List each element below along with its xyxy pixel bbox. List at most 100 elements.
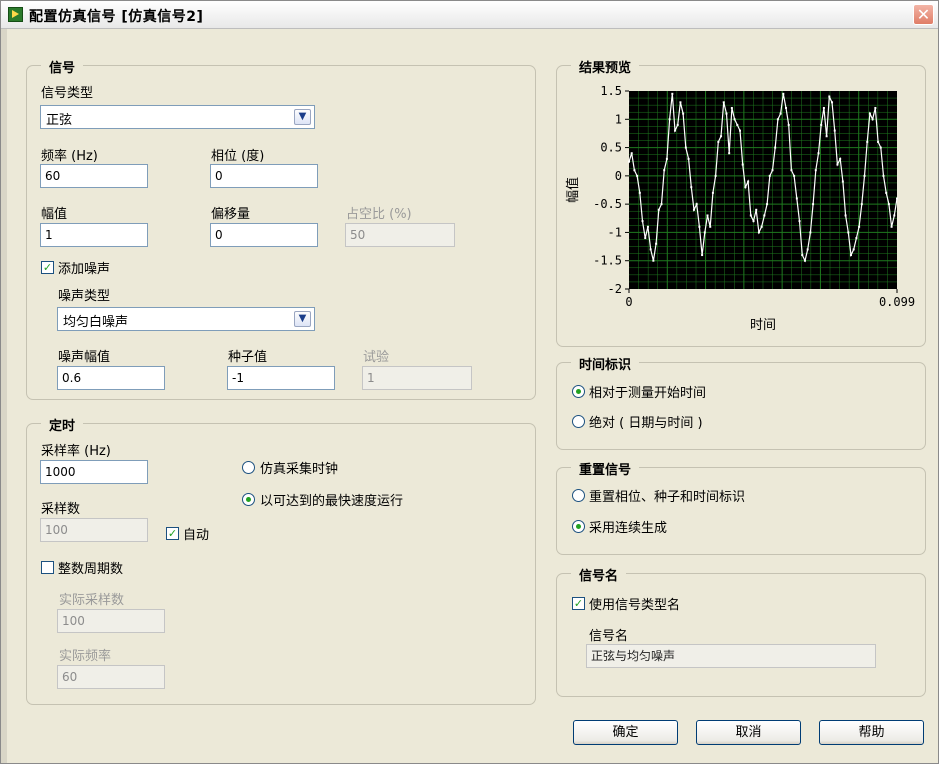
seed-field[interactable]: -1 — [227, 366, 335, 390]
simulate-clock-radio[interactable] — [242, 461, 255, 474]
data-point — [774, 146, 777, 149]
timing-group: 定时 — [26, 415, 536, 705]
time-stamp-group-title: 时间标识 — [571, 354, 640, 373]
use-type-name-checkbox[interactable]: ✓ — [572, 597, 585, 610]
data-point — [831, 101, 834, 104]
sample-rate-field[interactable]: 1000 — [40, 460, 148, 484]
ok-button[interactable]: 确定 — [573, 720, 678, 745]
signal-trace-line — [628, 93, 898, 263]
noise-amplitude-field[interactable]: 0.6 — [57, 366, 165, 390]
phase-field[interactable]: 0 — [210, 164, 318, 188]
frequency-label: 频率 (Hz) — [41, 149, 98, 164]
x-axis-label: 时间 — [750, 318, 776, 333]
data-point — [749, 214, 752, 217]
sample-rate-label: 采样率 (Hz) — [41, 444, 111, 459]
chevron-down-icon[interactable]: ▼ — [294, 109, 311, 125]
data-point — [668, 118, 671, 121]
data-point — [785, 106, 788, 109]
data-point — [657, 208, 660, 211]
data-point — [868, 112, 871, 115]
fastest-radio[interactable] — [242, 493, 255, 506]
actual-samples-field: 100 — [57, 609, 165, 633]
data-point — [628, 160, 630, 163]
data-point — [825, 135, 828, 138]
labview-vi-icon — [8, 7, 23, 22]
title-bar[interactable]: 配置仿真信号 [仿真信号2] ✕ — [1, 1, 938, 29]
data-point — [652, 259, 655, 262]
trial-field: 1 — [362, 366, 472, 390]
samples-label: 采样数 — [41, 502, 81, 517]
use-type-name-label[interactable]: 使用信号类型名 — [589, 598, 681, 613]
cancel-button[interactable]: 取消 — [696, 720, 801, 745]
data-point — [809, 231, 812, 234]
samples-field: 100 — [40, 518, 148, 542]
auto-checkbox[interactable]: ✓ — [166, 527, 179, 540]
absolute-time-radio[interactable] — [572, 415, 585, 428]
data-point — [741, 163, 744, 166]
continuous-label[interactable]: 采用连续生成 — [589, 521, 668, 536]
data-point — [793, 174, 796, 177]
integer-periods-label[interactable]: 整数周期数 — [58, 562, 124, 577]
data-point — [890, 225, 893, 228]
help-button[interactable]: 帮助 — [819, 720, 924, 745]
data-point — [738, 129, 741, 132]
data-point — [728, 152, 731, 155]
reset-radio[interactable] — [572, 489, 585, 502]
data-point — [812, 203, 815, 206]
data-point — [877, 140, 880, 143]
data-point — [695, 203, 698, 206]
data-point — [655, 242, 658, 245]
fastest-label[interactable]: 以可达到的最快速度运行 — [260, 494, 404, 509]
preview-group: 结果预览 — [556, 57, 926, 347]
absolute-time-label[interactable]: 绝对 ( 日期与时间 ) — [589, 416, 703, 431]
amplitude-field[interactable]: 1 — [40, 223, 148, 247]
add-noise-label[interactable]: 添加噪声 — [58, 262, 111, 277]
left-edge — [1, 29, 7, 763]
frequency-field[interactable]: 60 — [40, 164, 148, 188]
data-point — [836, 163, 839, 166]
data-point — [806, 248, 809, 251]
y-tick-label: -1.5 — [593, 254, 622, 268]
data-point — [763, 214, 766, 217]
chevron-down-icon[interactable]: ▼ — [294, 311, 311, 327]
data-point — [636, 174, 639, 177]
relative-time-label[interactable]: 相对于测量开始时间 — [589, 386, 707, 401]
data-point — [752, 220, 755, 223]
actual-frequency-field: 60 — [57, 665, 165, 689]
data-point — [798, 220, 801, 223]
data-point — [679, 101, 682, 104]
signal-type-value: 正弦 — [46, 113, 73, 128]
signal-type-select[interactable]: 正弦 ▼ — [40, 105, 315, 129]
noise-type-select[interactable]: 均匀白噪声 ▼ — [57, 307, 315, 331]
data-point — [646, 225, 649, 228]
data-point — [814, 169, 817, 172]
data-point — [660, 203, 663, 206]
data-point — [692, 208, 695, 211]
relative-time-radio[interactable] — [572, 385, 585, 398]
data-point — [706, 214, 709, 217]
auto-label[interactable]: 自动 — [183, 528, 210, 543]
reset-label[interactable]: 重置相位、种子和时间标识 — [589, 490, 746, 505]
integer-periods-checkbox[interactable] — [41, 561, 54, 574]
continuous-radio[interactable] — [572, 520, 585, 533]
duty-cycle-field: 50 — [345, 223, 455, 247]
data-point — [847, 231, 850, 234]
amplitude-label: 幅值 — [41, 207, 68, 222]
data-point — [747, 180, 750, 183]
data-point — [633, 169, 636, 172]
data-point — [839, 157, 842, 160]
data-point — [755, 208, 758, 211]
data-point — [885, 191, 888, 194]
data-point — [760, 225, 763, 228]
noise-type-label: 噪声类型 — [58, 289, 111, 304]
data-point — [736, 123, 739, 126]
data-point — [766, 203, 769, 206]
close-button[interactable]: ✕ — [913, 4, 934, 25]
add-noise-checkbox[interactable]: ✓ — [41, 261, 54, 274]
noise-type-value: 均匀白噪声 — [63, 315, 129, 330]
data-point — [776, 118, 779, 121]
signal-name-group: 信号名 — [556, 565, 926, 697]
offset-field[interactable]: 0 — [210, 223, 318, 247]
data-point — [671, 92, 674, 95]
simulate-clock-label[interactable]: 仿真采集时钟 — [260, 462, 339, 477]
